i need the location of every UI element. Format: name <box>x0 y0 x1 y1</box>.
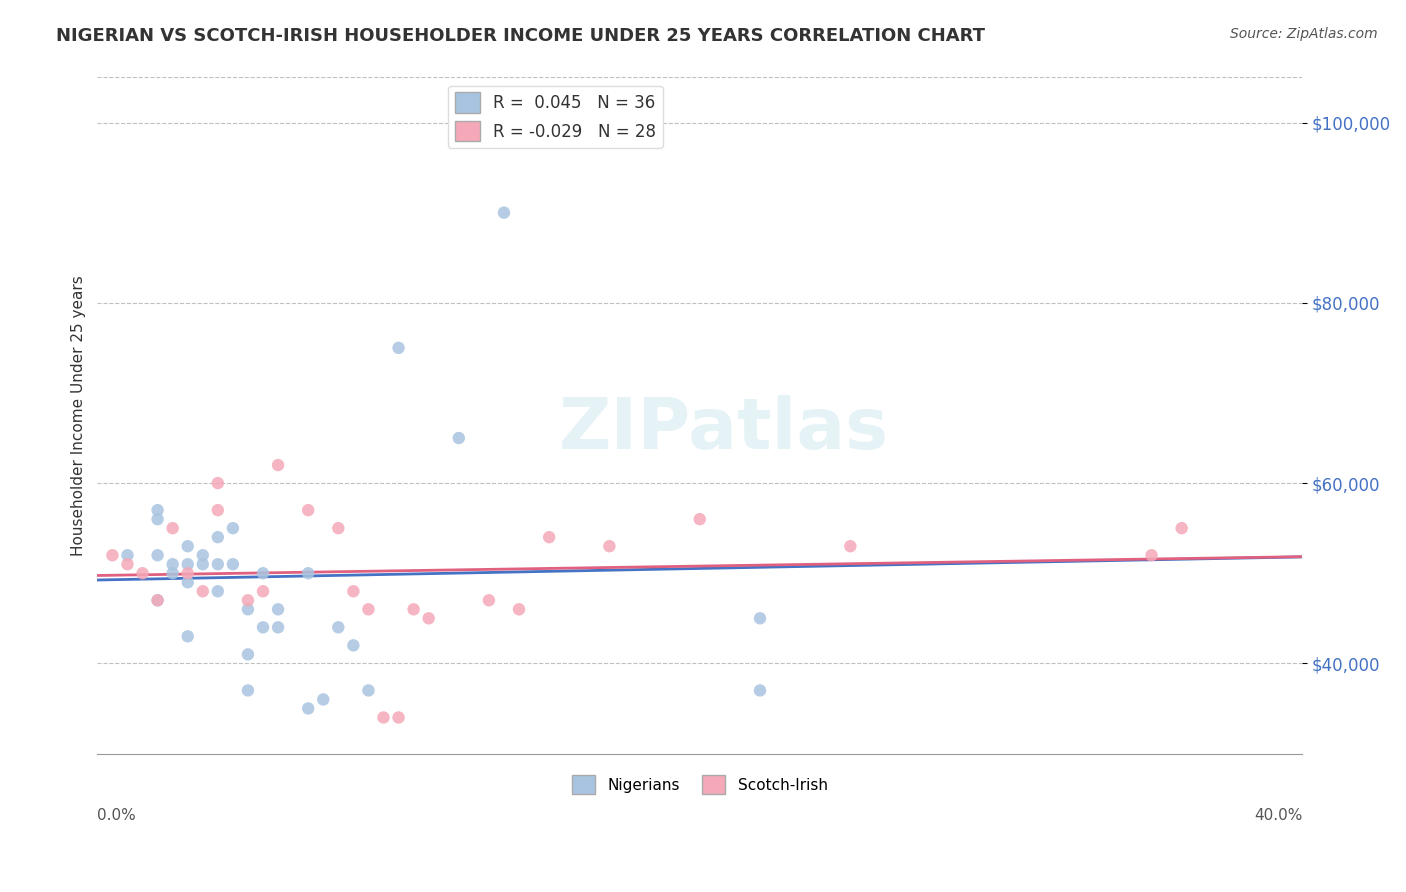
Point <box>357 683 380 698</box>
Point <box>177 566 200 581</box>
Point <box>1170 521 1192 535</box>
Point <box>222 521 245 535</box>
Point <box>342 584 364 599</box>
Point <box>267 458 290 472</box>
Point <box>131 566 153 581</box>
Legend: Nigerians, Scotch-Irish: Nigerians, Scotch-Irish <box>565 769 834 800</box>
Point <box>101 548 124 562</box>
Point <box>162 558 184 572</box>
Point <box>117 558 139 572</box>
Point <box>749 683 772 698</box>
Point <box>267 602 290 616</box>
Point <box>146 512 169 526</box>
Point <box>492 205 515 219</box>
Point <box>1140 548 1163 562</box>
Point <box>357 602 380 616</box>
Point <box>839 539 862 553</box>
Point <box>177 558 200 572</box>
Point <box>297 701 319 715</box>
Point <box>236 602 259 616</box>
Point <box>236 593 259 607</box>
Point <box>222 558 245 572</box>
Point <box>252 620 274 634</box>
Point <box>146 503 169 517</box>
Point <box>312 692 335 706</box>
Point <box>162 566 184 581</box>
Point <box>598 539 620 553</box>
Text: Source: ZipAtlas.com: Source: ZipAtlas.com <box>1230 27 1378 41</box>
Point <box>267 620 290 634</box>
Point <box>478 593 501 607</box>
Y-axis label: Householder Income Under 25 years: Householder Income Under 25 years <box>72 275 86 556</box>
Point <box>387 710 409 724</box>
Text: NIGERIAN VS SCOTCH-IRISH HOUSEHOLDER INCOME UNDER 25 YEARS CORRELATION CHART: NIGERIAN VS SCOTCH-IRISH HOUSEHOLDER INC… <box>56 27 986 45</box>
Point <box>207 476 229 491</box>
Point <box>177 629 200 643</box>
Text: 0.0%: 0.0% <box>97 807 136 822</box>
Point <box>117 548 139 562</box>
Point <box>191 584 214 599</box>
Point <box>191 558 214 572</box>
Point <box>342 638 364 652</box>
Point <box>146 593 169 607</box>
Text: ZIPatlas: ZIPatlas <box>558 394 889 464</box>
Point <box>538 530 561 544</box>
Point <box>402 602 425 616</box>
Point <box>236 648 259 662</box>
Point <box>252 566 274 581</box>
Point <box>191 548 214 562</box>
Point <box>689 512 711 526</box>
Point <box>207 530 229 544</box>
Point <box>328 620 350 634</box>
Point <box>177 575 200 590</box>
Point <box>418 611 440 625</box>
Point <box>447 431 470 445</box>
Point <box>749 611 772 625</box>
Point <box>373 710 395 724</box>
Point <box>236 683 259 698</box>
Point <box>207 503 229 517</box>
Point <box>162 521 184 535</box>
Point <box>146 548 169 562</box>
Point <box>177 539 200 553</box>
Point <box>146 593 169 607</box>
Point <box>207 558 229 572</box>
Point <box>508 602 530 616</box>
Text: 40.0%: 40.0% <box>1254 807 1302 822</box>
Point <box>297 566 319 581</box>
Point <box>328 521 350 535</box>
Point <box>387 341 409 355</box>
Point <box>297 503 319 517</box>
Point <box>252 584 274 599</box>
Point <box>207 584 229 599</box>
